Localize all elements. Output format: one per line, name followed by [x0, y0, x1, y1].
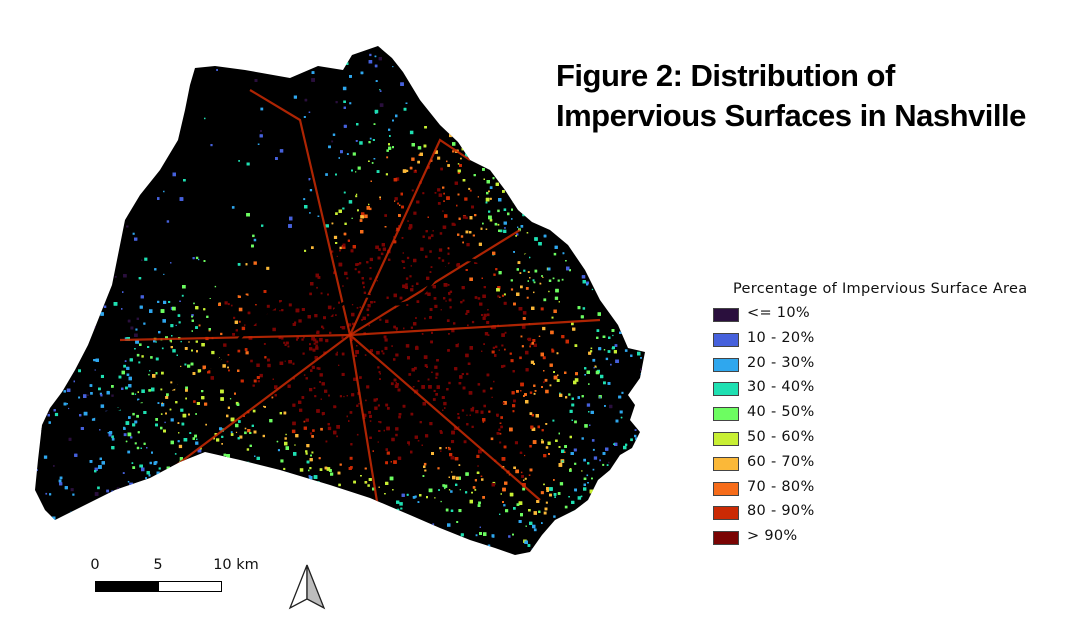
legend-title: Percentage of Impervious Surface Area	[733, 281, 1028, 297]
legend-item: 10 - 20%	[713, 328, 1063, 353]
legend-label: 10 - 20%	[747, 329, 815, 346]
legend-item: 20 - 30%	[713, 353, 1063, 378]
map-legend: Percentage of Impervious Surface Area <=…	[713, 281, 1063, 551]
north-arrow-icon	[288, 564, 326, 610]
legend-item: 60 - 70%	[713, 452, 1063, 477]
scale-bar: 0 5 10 km	[88, 557, 278, 602]
legend-label: 40 - 50%	[747, 404, 815, 421]
figure-title: Figure 2: Distribution of Impervious Sur…	[556, 56, 1066, 136]
legend-swatch	[713, 456, 739, 471]
legend-label: <= 10%	[747, 305, 810, 321]
legend-label: 80 - 90%	[747, 503, 815, 520]
cumberland-river	[39, 248, 536, 432]
legend-item: 50 - 60%	[713, 427, 1063, 452]
legend-swatch	[713, 382, 739, 397]
legend-items: <= 10% 10 - 20% 20 - 30% 30 - 40% 40 - 50% 50…	[713, 303, 1063, 551]
legend-item: 70 - 80%	[713, 477, 1063, 502]
legend-item: > 90%	[713, 526, 1063, 551]
legend-label: 60 - 70%	[747, 453, 815, 470]
legend-label: 20 - 30%	[747, 354, 815, 371]
legend-label: 70 - 80%	[747, 478, 815, 495]
scale-label-10: 10 km	[213, 557, 259, 573]
legend-label: 50 - 60%	[747, 428, 815, 445]
legend-swatch	[713, 431, 739, 446]
legend-swatch	[713, 531, 739, 546]
title-line-2: Impervious Surfaces in Nashville	[556, 98, 1026, 133]
legend-swatch	[713, 308, 739, 322]
legend-label: 30 - 40%	[747, 379, 815, 396]
legend-swatch	[713, 332, 739, 347]
scale-label-5: 5	[153, 557, 163, 573]
legend-label: > 90%	[747, 528, 798, 545]
scale-label-0: 0	[90, 557, 100, 573]
legend-swatch	[713, 407, 739, 422]
legend-swatch	[713, 481, 739, 496]
legend-item: 40 - 50%	[713, 402, 1063, 427]
title-line-1: Figure 2: Distribution of	[556, 58, 895, 93]
county-boundary	[35, 46, 645, 555]
legend-item: <= 10%	[713, 303, 1063, 328]
scale-segment-black	[95, 581, 159, 592]
scale-segment-white	[158, 581, 222, 592]
legend-item: 30 - 40%	[713, 377, 1063, 402]
legend-swatch	[713, 506, 739, 521]
legend-swatch	[713, 357, 739, 372]
legend-item: 80 - 90%	[713, 501, 1063, 526]
